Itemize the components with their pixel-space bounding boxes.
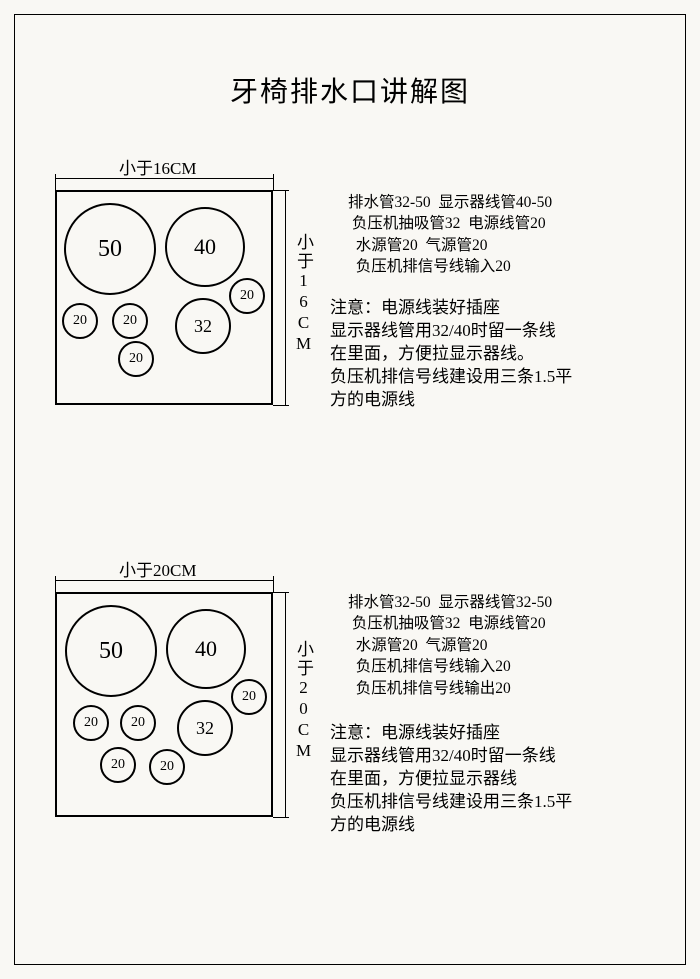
pipe-circle-c20c: 20 [73,705,109,741]
page-title: 牙椅排水口讲解图 [0,70,700,110]
dimension-tick [55,174,56,190]
pipe-circle-c32: 32 [177,700,233,756]
pipe-circle-c50: 50 [64,203,156,295]
pipe-circle-c20b: 20 [112,303,148,339]
dimension-tick [273,174,274,190]
pipe-circle-c20c: 20 [62,303,98,339]
pipe-circle-c40: 40 [165,207,245,287]
pipe-circle-c20d: 20 [100,747,136,783]
dimension-label-right: 小于20CM [291,640,316,762]
spec-list: 排水管32-50 显示器线管32-50 负压机抽吸管32 电源线管20 水源管2… [348,592,552,699]
pipe-circle-c40: 40 [166,609,246,689]
dimension-line-right [285,592,286,817]
pipe-circle-c20a: 20 [231,679,267,715]
pipe-circle-c20e: 20 [149,749,185,785]
dimension-tick [273,405,289,406]
dimension-tick [273,190,289,191]
dimension-tick [55,576,56,592]
note-block: 注意：电源线装好插座 显示器线管用32/40时留一条线 在里面，方便拉显示器线。… [330,297,572,412]
dimension-tick [273,592,289,593]
pipe-circle-c20a: 20 [229,278,265,314]
spec-list: 排水管32-50 显示器线管40-50 负压机抽吸管32 电源线管20 水源管2… [348,192,552,278]
pipe-circle-c20d: 20 [118,341,154,377]
note-block: 注意：电源线装好插座 显示器线管用32/40时留一条线 在里面，方便拉显示器线 … [330,722,572,837]
dimension-tick [273,817,289,818]
dimension-label-right: 小于16CM [291,233,316,355]
dimension-label-top: 小于20CM [119,556,196,581]
dimension-line-right [285,190,286,405]
pipe-circle-c20b: 20 [120,705,156,741]
dimension-tick [273,576,274,592]
dimension-label-top: 小于16CM [119,154,196,179]
pipe-circle-c32: 32 [175,298,231,354]
pipe-circle-c50: 50 [65,605,157,697]
